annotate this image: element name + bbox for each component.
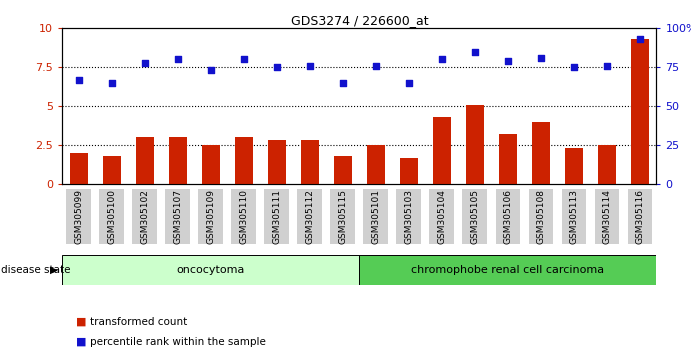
Title: GDS3274 / 226600_at: GDS3274 / 226600_at: [290, 14, 428, 27]
Text: ■: ■: [76, 317, 86, 327]
Bar: [598, 145, 616, 184]
FancyBboxPatch shape: [562, 189, 586, 244]
Bar: [499, 134, 517, 184]
Bar: [466, 105, 484, 184]
Bar: [70, 153, 88, 184]
Text: GSM305115: GSM305115: [339, 189, 348, 244]
Text: GSM305102: GSM305102: [140, 189, 149, 244]
Point: [238, 57, 249, 62]
FancyBboxPatch shape: [100, 189, 124, 244]
Bar: [400, 158, 418, 184]
Text: GSM305100: GSM305100: [107, 189, 116, 244]
Text: GSM305111: GSM305111: [272, 189, 281, 244]
Bar: [532, 122, 550, 184]
FancyBboxPatch shape: [231, 189, 256, 244]
Point: [469, 49, 480, 55]
Text: GSM305114: GSM305114: [603, 189, 612, 244]
Point: [404, 80, 415, 86]
Bar: [631, 39, 649, 184]
Text: GSM305112: GSM305112: [305, 189, 314, 244]
Bar: [433, 117, 451, 184]
Point: [370, 63, 381, 69]
Point: [304, 63, 315, 69]
Text: GSM305104: GSM305104: [437, 189, 446, 244]
FancyBboxPatch shape: [62, 255, 359, 285]
Bar: [103, 156, 121, 184]
Point: [436, 57, 447, 62]
Point: [502, 58, 513, 64]
Text: GSM305110: GSM305110: [239, 189, 248, 244]
FancyBboxPatch shape: [330, 189, 355, 244]
FancyBboxPatch shape: [430, 189, 454, 244]
Text: GSM305105: GSM305105: [471, 189, 480, 244]
Text: percentile rank within the sample: percentile rank within the sample: [90, 337, 266, 347]
Point: [106, 80, 117, 86]
FancyBboxPatch shape: [594, 189, 619, 244]
FancyBboxPatch shape: [363, 189, 388, 244]
Bar: [367, 145, 385, 184]
Text: GSM305101: GSM305101: [371, 189, 380, 244]
Text: disease state: disease state: [1, 265, 70, 275]
FancyBboxPatch shape: [529, 189, 553, 244]
Point: [272, 64, 283, 70]
Bar: [334, 156, 352, 184]
Point: [172, 57, 183, 62]
FancyBboxPatch shape: [627, 189, 652, 244]
Text: ■: ■: [76, 337, 86, 347]
FancyBboxPatch shape: [165, 189, 190, 244]
Point: [73, 77, 84, 82]
Bar: [301, 141, 319, 184]
Text: GSM305116: GSM305116: [636, 189, 645, 244]
Text: GSM305108: GSM305108: [536, 189, 545, 244]
Point: [139, 60, 150, 65]
Point: [601, 63, 612, 69]
Point: [205, 68, 216, 73]
FancyBboxPatch shape: [397, 189, 422, 244]
Bar: [169, 137, 187, 184]
FancyBboxPatch shape: [297, 189, 322, 244]
Point: [569, 64, 580, 70]
Text: GSM305103: GSM305103: [404, 189, 413, 244]
Text: GSM305106: GSM305106: [503, 189, 513, 244]
Text: chromophobe renal cell carcinoma: chromophobe renal cell carcinoma: [411, 265, 605, 275]
Text: transformed count: transformed count: [90, 317, 187, 327]
Bar: [135, 137, 154, 184]
Text: ▶: ▶: [50, 265, 59, 275]
Point: [337, 80, 348, 86]
Bar: [202, 145, 220, 184]
Point: [634, 36, 645, 42]
FancyBboxPatch shape: [66, 189, 91, 244]
FancyBboxPatch shape: [495, 189, 520, 244]
Bar: [565, 148, 583, 184]
Text: GSM305109: GSM305109: [206, 189, 216, 244]
FancyBboxPatch shape: [133, 189, 157, 244]
Text: GSM305107: GSM305107: [173, 189, 182, 244]
Bar: [267, 141, 286, 184]
FancyBboxPatch shape: [359, 255, 656, 285]
Text: GSM305113: GSM305113: [569, 189, 578, 244]
FancyBboxPatch shape: [462, 189, 487, 244]
Bar: [235, 137, 253, 184]
Point: [536, 55, 547, 61]
FancyBboxPatch shape: [265, 189, 289, 244]
Text: oncocytoma: oncocytoma: [177, 265, 245, 275]
Text: GSM305099: GSM305099: [74, 189, 83, 244]
FancyBboxPatch shape: [198, 189, 223, 244]
